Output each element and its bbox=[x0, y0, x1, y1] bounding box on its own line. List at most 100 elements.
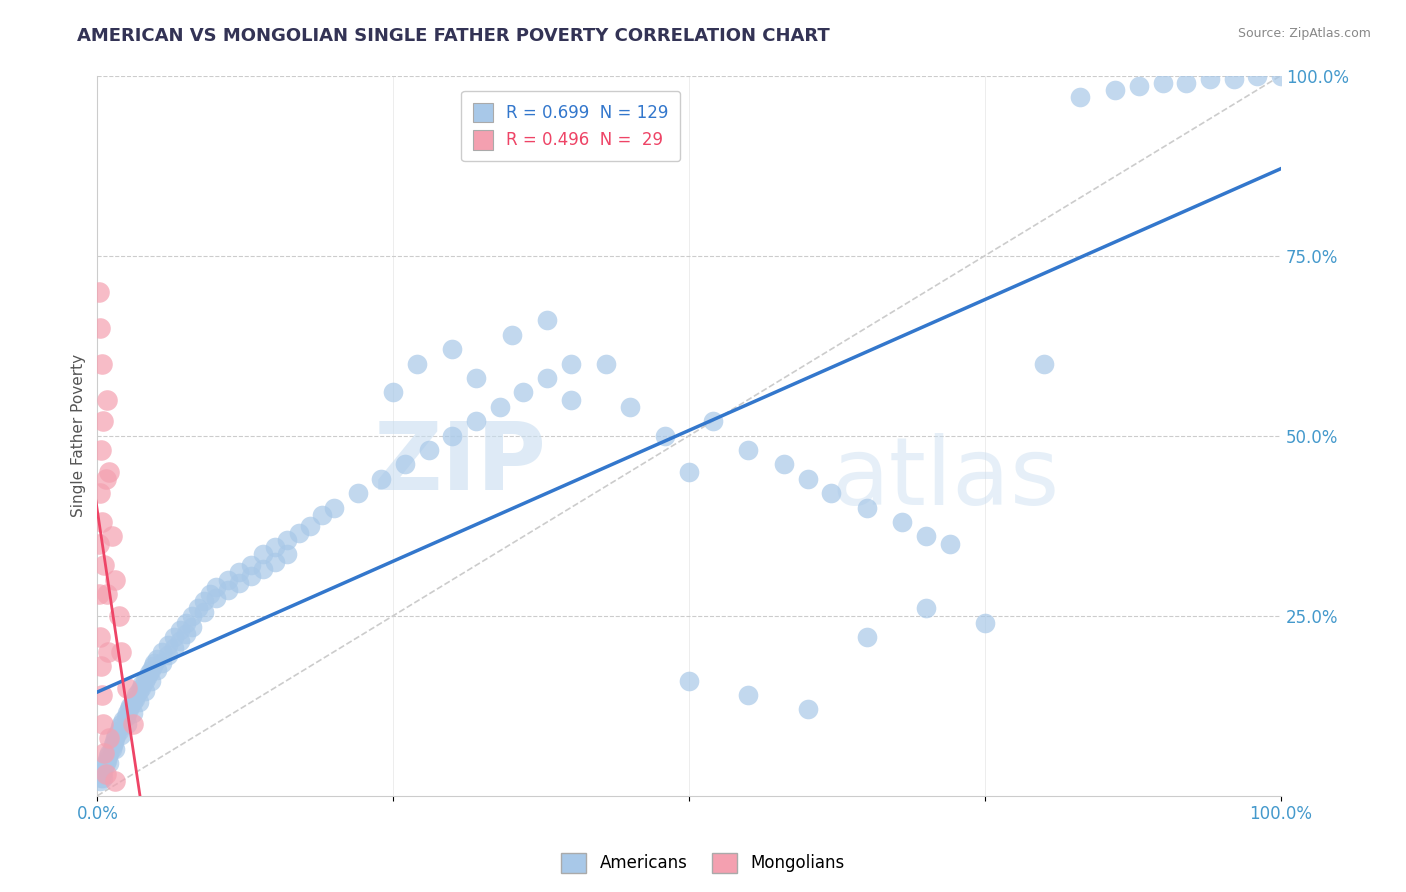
Point bbox=[110, 727, 132, 741]
Point bbox=[240, 558, 263, 573]
Point bbox=[181, 619, 204, 633]
Point bbox=[536, 313, 558, 327]
Point bbox=[974, 615, 997, 630]
Point bbox=[163, 641, 186, 656]
Point bbox=[91, 357, 114, 371]
Point bbox=[252, 548, 274, 562]
Point bbox=[240, 569, 263, 583]
Point bbox=[252, 562, 274, 576]
Legend: R = 0.699  N = 129, R = 0.496  N =  29: R = 0.699 N = 129, R = 0.496 N = 29 bbox=[461, 91, 681, 161]
Point bbox=[1104, 83, 1126, 97]
Legend: Americans, Mongolians: Americans, Mongolians bbox=[554, 847, 852, 880]
Point bbox=[915, 601, 938, 615]
Point bbox=[382, 385, 405, 400]
Point bbox=[129, 681, 152, 695]
Point bbox=[276, 533, 298, 547]
Point bbox=[91, 716, 114, 731]
Point bbox=[465, 371, 488, 385]
Point bbox=[115, 706, 138, 720]
Point bbox=[90, 659, 112, 673]
Point bbox=[128, 684, 150, 698]
Point bbox=[96, 753, 118, 767]
Point bbox=[406, 357, 429, 371]
Point bbox=[87, 285, 110, 299]
Point bbox=[1246, 69, 1268, 83]
Point bbox=[204, 591, 226, 605]
Point bbox=[418, 443, 440, 458]
Point bbox=[142, 659, 165, 673]
Text: atlas: atlas bbox=[831, 433, 1060, 524]
Point bbox=[91, 515, 114, 529]
Point bbox=[796, 472, 818, 486]
Point bbox=[152, 645, 174, 659]
Point bbox=[512, 385, 534, 400]
Point bbox=[128, 695, 150, 709]
Point bbox=[91, 767, 114, 781]
Point bbox=[131, 677, 153, 691]
Point bbox=[169, 634, 191, 648]
Point bbox=[1069, 90, 1091, 104]
Point bbox=[91, 771, 114, 785]
Point bbox=[145, 652, 167, 666]
Text: AMERICAN VS MONGOLIAN SINGLE FATHER POVERTY CORRELATION CHART: AMERICAN VS MONGOLIAN SINGLE FATHER POVE… bbox=[77, 27, 830, 45]
Point bbox=[120, 698, 142, 713]
Point bbox=[465, 414, 488, 428]
Point bbox=[198, 587, 221, 601]
Point bbox=[104, 774, 127, 789]
Point bbox=[125, 688, 148, 702]
Point bbox=[94, 756, 117, 771]
Point bbox=[174, 615, 197, 630]
Point bbox=[855, 630, 877, 644]
Point bbox=[93, 558, 115, 573]
Point bbox=[98, 746, 121, 760]
Point bbox=[107, 608, 129, 623]
Point bbox=[96, 587, 118, 601]
Point bbox=[1270, 69, 1292, 83]
Point bbox=[98, 756, 121, 771]
Point bbox=[91, 414, 114, 428]
Point bbox=[90, 771, 112, 785]
Point bbox=[174, 626, 197, 640]
Point bbox=[855, 500, 877, 515]
Point bbox=[89, 486, 111, 500]
Point bbox=[87, 587, 110, 601]
Point bbox=[187, 601, 209, 615]
Point bbox=[143, 656, 166, 670]
Point bbox=[124, 691, 146, 706]
Point bbox=[152, 656, 174, 670]
Point bbox=[228, 566, 250, 580]
Point bbox=[181, 608, 204, 623]
Point bbox=[311, 508, 333, 522]
Point bbox=[108, 720, 131, 734]
Point bbox=[139, 663, 162, 677]
Point bbox=[121, 716, 143, 731]
Point bbox=[100, 529, 122, 543]
Point bbox=[654, 428, 676, 442]
Point bbox=[118, 702, 141, 716]
Point bbox=[501, 327, 523, 342]
Point bbox=[112, 713, 135, 727]
Point bbox=[93, 760, 115, 774]
Point bbox=[204, 580, 226, 594]
Point bbox=[138, 666, 160, 681]
Point bbox=[595, 357, 617, 371]
Point bbox=[702, 414, 724, 428]
Point bbox=[157, 638, 180, 652]
Point bbox=[217, 583, 239, 598]
Point bbox=[121, 695, 143, 709]
Point bbox=[104, 573, 127, 587]
Point bbox=[264, 555, 287, 569]
Point bbox=[915, 529, 938, 543]
Point bbox=[370, 472, 392, 486]
Point bbox=[287, 525, 309, 540]
Point bbox=[87, 537, 110, 551]
Point bbox=[114, 709, 136, 723]
Point bbox=[619, 400, 641, 414]
Point bbox=[938, 537, 960, 551]
Point bbox=[264, 541, 287, 555]
Point bbox=[96, 392, 118, 407]
Point bbox=[441, 342, 464, 356]
Point bbox=[89, 320, 111, 334]
Point bbox=[110, 716, 132, 731]
Point bbox=[1128, 79, 1150, 94]
